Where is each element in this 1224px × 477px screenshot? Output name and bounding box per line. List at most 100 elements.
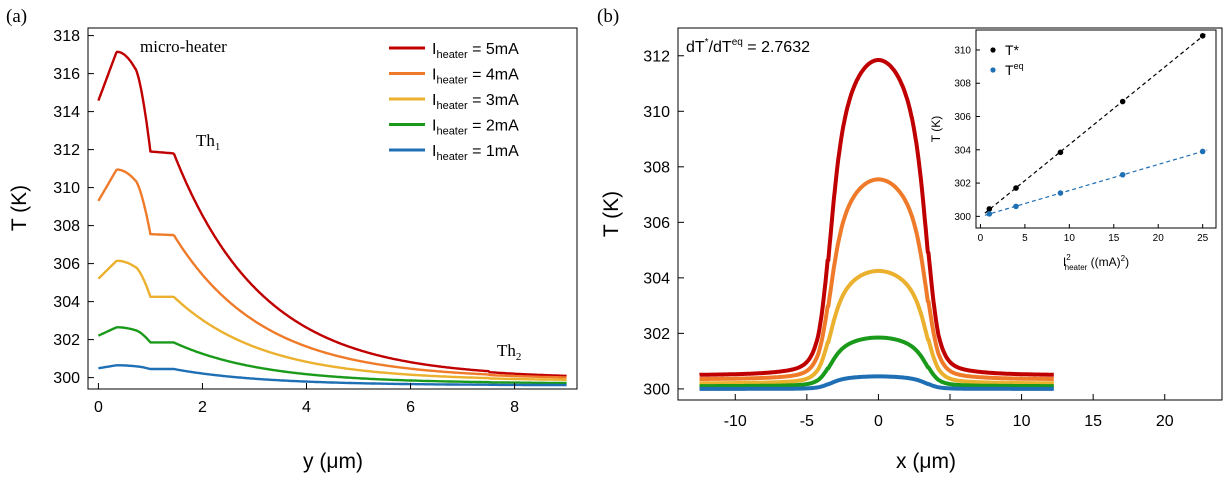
panel-b-y-axis-label: T (K) [600,191,623,237]
x-tick-label: 5 [946,413,955,430]
panel-a-curves [97,50,567,387]
y-tick-label: 314 [53,104,80,121]
x-tick-label: 5 [1022,233,1028,244]
series-line [698,177,1056,381]
legend-label: Iheater = 3mA [432,92,519,112]
data-point [986,211,993,217]
fit-line [984,32,1208,214]
inset-chart: 0 5 10 15 20 25 300 302 304 306 308 310 I2 heater (… [929,29,1217,272]
panel-b-y-ticks: 300 302 304 306 308 310 312 [643,48,684,398]
x-tick-label: 15 [1108,233,1120,244]
annotation-micro-heater: micro-heater [140,37,227,56]
panel-a-x-axis-label: y (μm) [303,450,363,473]
x-tick-label: 20 [1156,413,1174,430]
panel-a: (a) 0 2 4 6 8 300 302 304 306 308 310 312 314 316 318… [6,6,578,473]
panel-b-label: (b) [597,6,619,27]
y-tick-label: 302 [53,332,80,349]
y-tick-label: 300 [643,381,670,398]
panel-a-legend: Iheater = 5mA Iheater = 4mA Iheater = 3mA I… [389,41,519,163]
inset-background [976,30,1216,228]
inset-legend-label-teq: Teq [1005,61,1024,78]
data-point [1013,203,1019,210]
legend-label: Iheater = 5mA [432,41,519,61]
inset-x-axis-label: I2 heater ((mA)2) [1063,253,1129,272]
y-tick-label: 306 [954,112,971,123]
inset-legend: T* Teq [990,42,1024,78]
x-tick-label: 0 [94,399,103,416]
annotation-th1: Th1 [196,131,220,153]
y-tick-label: 308 [53,218,80,235]
x-tick-label: 8 [510,399,519,416]
x-tick-label: -5 [800,413,814,430]
data-point [1199,148,1206,155]
y-tick-label: 308 [954,79,971,90]
inset-legend-marker-teq [990,67,996,73]
y-tick-label: 310 [954,45,971,56]
inset-plot-frame [975,29,1217,229]
y-tick-label: 304 [53,294,80,311]
inset-fit-lines [984,32,1208,216]
series-line [698,58,1056,377]
ratio-annotation: dT*/dTeq = 2.7632 [686,37,810,56]
inset-legend-marker-tstar [990,47,996,53]
inset-x-ticks: 0 5 10 15 20 25 [978,224,1209,244]
series-line [698,268,1056,386]
x-tick-label: 10 [1013,413,1031,430]
data-point [986,206,993,212]
inset-legend-label-tstar: T* [1005,42,1020,58]
series-line [97,50,567,378]
y-tick-label: 306 [53,256,80,273]
y-tick-label: 310 [53,180,80,197]
x-tick-label: -10 [724,413,747,430]
data-point [1119,98,1126,105]
y-tick-label: 304 [954,145,971,156]
series-line [98,364,567,387]
fit-line [984,149,1208,216]
y-tick-label: 310 [643,104,670,121]
data-point [1199,33,1206,39]
panel-a-y-ticks: 300 302 304 306 308 310 312 314 316 318 [53,28,94,387]
y-tick-label: 316 [53,66,80,83]
data-point [1057,190,1064,196]
series-line [97,259,567,381]
y-tick-label: 304 [643,270,670,287]
annotation-th2: Th2 [497,341,521,363]
inset-y-axis-label: T (K) [929,116,943,142]
x-tick-label: 0 [978,233,984,244]
panel-b-x-ticks: -10 -5 0 5 10 15 20 [724,394,1174,430]
y-tick-label: 318 [53,28,80,45]
y-tick-label: 312 [53,142,80,159]
y-tick-label: 302 [643,326,670,343]
data-point [1057,149,1064,156]
x-tick-label: 10 [1064,233,1076,244]
y-tick-label: 312 [643,48,670,65]
legend-label: Iheater = 4mA [432,67,519,87]
panel-a-label: (a) [6,6,27,27]
x-tick-label: 4 [302,399,311,416]
inset-y-ticks: 300 302 304 306 308 310 [954,45,980,223]
x-tick-label: 15 [1084,413,1102,430]
legend-label: Iheater = 1mA [432,143,519,163]
series-line [698,374,1056,391]
x-tick-label: 20 [1153,233,1165,244]
panel-b: (b) -10 -5 0 5 10 15 20 300302304306308310312 … [597,6,1223,473]
x-tick-label: 25 [1197,233,1209,244]
inset-points [986,33,1206,217]
series-line [97,168,567,379]
x-tick-label: 6 [406,399,415,416]
panel-a-y-axis-label: T (K) [8,185,31,231]
series-line [97,326,567,385]
x-tick-label: 2 [198,399,207,416]
series-line [698,335,1056,389]
y-tick-label: 308 [643,159,670,176]
y-tick-label: 306 [643,215,670,232]
y-tick-label: 302 [954,179,971,190]
panel-a-plot-frame [87,27,578,390]
data-point [1013,185,1019,191]
panel-a-x-ticks: 0 2 4 6 8 [94,383,519,416]
panel-b-curves [698,58,1056,391]
x-tick-label: 0 [874,413,883,430]
panel-b-x-axis-label: x (μm) [896,450,956,473]
y-tick-label: 300 [954,212,971,223]
